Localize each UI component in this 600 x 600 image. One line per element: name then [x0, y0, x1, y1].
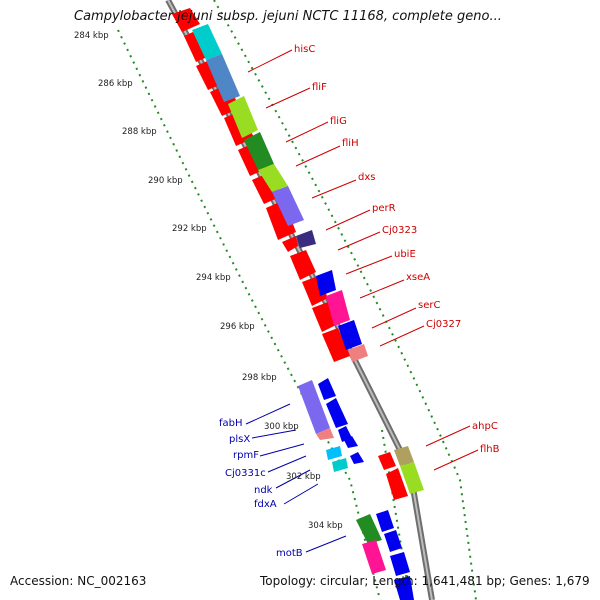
gene-label-Cj0331c: Cj0331c: [225, 468, 266, 479]
tick-labels: 284 kbp 286 kbp 288 kbp 290 kbp 292 kbp …: [74, 31, 343, 531]
tick-label: 292 kbp: [172, 224, 207, 234]
gene-block: [386, 468, 408, 500]
forward-category-stripes: [192, 24, 424, 494]
outer-dotted-ring: [213, 0, 477, 600]
category-block: [338, 320, 362, 350]
tick-label: 298 kbp: [242, 373, 277, 383]
gene-block: [290, 250, 316, 280]
tick-label: 294 kbp: [196, 273, 231, 283]
gene-label-fdxA: fdxA: [254, 499, 277, 510]
genome-summary-text: Topology: circular; Length: 1,641,481 bp…: [260, 574, 590, 588]
gene-label-Cj0327: Cj0327: [426, 319, 461, 330]
tick-label: 302 kbp: [286, 472, 321, 482]
gene-label-serC: serC: [418, 300, 440, 311]
category-block: [326, 446, 342, 460]
gene-block: [172, 8, 200, 32]
gene-label-motB: motB: [276, 548, 303, 559]
category-block: [326, 290, 350, 326]
gene-label-plsX: plsX: [229, 434, 250, 445]
gene-label-fabH: fabH: [219, 418, 243, 429]
genome-backbone-highlight: [167, 0, 433, 600]
gene-block: [378, 452, 396, 470]
forward-label-leaders: [247, 49, 479, 471]
reverse-label-leaders: [245, 403, 347, 553]
tick-label: 284 kbp: [74, 31, 109, 41]
category-block: [348, 344, 368, 362]
gene-label-perR: perR: [372, 203, 396, 214]
tick-label: 296 kbp: [220, 322, 255, 332]
accession-text: Accession: NC_002163: [10, 574, 147, 588]
gene-label-ubiE: ubiE: [394, 249, 416, 260]
category-block: [244, 132, 274, 170]
gene-label-xseA: xseA: [406, 272, 430, 283]
gene-label-ndk: ndk: [254, 485, 273, 496]
category-block: [332, 458, 348, 472]
gene-label-rpmF: rpmF: [233, 450, 259, 461]
reverse-gene-labels: fabH plsX rpmF Cj0331c ndk fdxA motB: [219, 418, 303, 559]
category-block: [206, 54, 240, 102]
gene-block: [318, 378, 336, 400]
gene-block: [376, 510, 394, 532]
forward-gene-labels: hisC fliF fliG fliH dxs perR Cj0323 ubiE…: [294, 44, 500, 455]
gene-label-ahpC: ahpC: [472, 421, 498, 432]
genome-backbone: [165, 0, 435, 600]
category-block: [394, 446, 414, 466]
gene-block: [312, 302, 338, 332]
category-block: [258, 164, 288, 192]
inner-tick-ring: [117, 29, 381, 600]
category-block: [362, 540, 386, 574]
category-block: [296, 230, 316, 248]
gene-label-fliG: fliG: [330, 116, 347, 127]
gene-label-hisC: hisC: [294, 44, 315, 55]
category-block: [316, 428, 334, 440]
gene-label-flhB: flhB: [480, 444, 500, 455]
gene-block: [326, 398, 348, 428]
category-block: [298, 380, 330, 434]
tick-label: 300 kbp: [264, 422, 299, 432]
gene-block: [384, 530, 402, 552]
category-block: [272, 186, 304, 226]
tick-label: 286 kbp: [98, 79, 133, 89]
category-block: [192, 24, 222, 60]
category-block: [228, 96, 258, 138]
reverse-strand-genes: [298, 378, 414, 600]
gene-block: [266, 200, 296, 240]
category-block: [394, 576, 414, 600]
tick-label: 304 kbp: [308, 521, 343, 531]
gene-block: [350, 452, 364, 464]
gene-block: [322, 328, 350, 362]
gene-label-fliF: fliF: [312, 82, 327, 93]
gene-label-dxs: dxs: [358, 172, 375, 183]
gene-block: [282, 236, 298, 252]
tick-label: 290 kbp: [148, 176, 183, 186]
gene-label-Cj0323: Cj0323: [382, 225, 417, 236]
category-block: [400, 462, 424, 494]
gene-block: [344, 436, 358, 448]
gene-block: [302, 276, 328, 306]
map-title: Campylobacter jejuni subsp. jejuni NCTC …: [74, 9, 502, 24]
gene-block: [390, 552, 410, 576]
category-block: [356, 514, 382, 544]
tick-label: 288 kbp: [122, 127, 157, 137]
category-block: [316, 270, 336, 296]
gene-label-fliH: fliH: [342, 138, 359, 149]
